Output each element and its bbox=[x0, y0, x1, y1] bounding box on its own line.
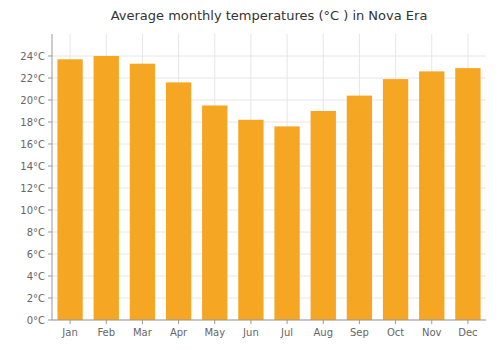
y-tick-label: 20°C bbox=[20, 95, 45, 106]
y-tick-label: 16°C bbox=[20, 139, 45, 150]
x-axis-line bbox=[52, 320, 486, 321]
y-tick bbox=[48, 56, 52, 57]
bar bbox=[238, 120, 263, 320]
bar bbox=[202, 106, 227, 321]
x-tick bbox=[214, 320, 215, 324]
x-tick bbox=[106, 320, 107, 324]
bar bbox=[94, 56, 119, 320]
y-tick-label: 0°C bbox=[27, 315, 45, 326]
bar bbox=[274, 126, 299, 320]
bar bbox=[455, 68, 480, 320]
x-tick-label: Feb bbox=[97, 327, 115, 338]
x-tick-label: Jul bbox=[280, 327, 293, 338]
y-tick bbox=[48, 78, 52, 79]
y-tick-label: 4°C bbox=[27, 271, 45, 282]
x-tick bbox=[178, 320, 179, 324]
bar bbox=[166, 82, 191, 320]
x-tick-label: Apr bbox=[170, 327, 188, 338]
x-tick-label: Jun bbox=[242, 327, 259, 338]
bar bbox=[419, 71, 444, 320]
y-tick-label: 22°C bbox=[20, 73, 45, 84]
x-tick-label: Oct bbox=[387, 327, 404, 338]
x-tick-label: Aug bbox=[313, 327, 333, 338]
y-tick-label: 24°C bbox=[20, 51, 45, 62]
y-tick bbox=[48, 276, 52, 277]
y-tick bbox=[48, 100, 52, 101]
grid bbox=[52, 34, 486, 320]
x-tick-label: Sep bbox=[350, 327, 369, 338]
y-tick bbox=[48, 188, 52, 189]
y-tick bbox=[48, 232, 52, 233]
bar bbox=[130, 64, 155, 320]
bar bbox=[347, 96, 372, 320]
y-tick bbox=[48, 144, 52, 145]
x-tick bbox=[467, 320, 468, 324]
bar bbox=[311, 111, 336, 320]
x-tick bbox=[431, 320, 432, 324]
x-tick bbox=[359, 320, 360, 324]
x-tick bbox=[70, 320, 71, 324]
y-tick bbox=[48, 166, 52, 167]
x-tick bbox=[287, 320, 288, 324]
x-tick bbox=[395, 320, 396, 324]
axes: 0°C 2°C 4°C 6°C 8°C 10°C 12°C 14°C 16°C 18°C 20°C 2… bbox=[20, 34, 486, 338]
y-tick-label: 2°C bbox=[27, 293, 45, 304]
x-tick-label: Jan bbox=[61, 327, 77, 338]
x-tick bbox=[250, 320, 251, 324]
y-tick bbox=[48, 210, 52, 211]
y-tick bbox=[48, 122, 52, 123]
x-tick-label: Dec bbox=[458, 327, 477, 338]
y-tick bbox=[48, 254, 52, 255]
x-tick-label: May bbox=[204, 327, 225, 338]
y-tick-label: 6°C bbox=[27, 249, 45, 260]
title: Average monthly temperatures (°C ) in No… bbox=[111, 8, 428, 23]
x-tick-label: Mar bbox=[133, 327, 153, 338]
bar bbox=[383, 79, 408, 320]
y-tick-label: 14°C bbox=[20, 161, 45, 172]
y-tick-label: 8°C bbox=[27, 227, 45, 238]
y-tick bbox=[48, 320, 52, 321]
x-tick-label: Nov bbox=[422, 327, 442, 338]
chart: Average monthly temperatures (°C ) in No… bbox=[0, 0, 500, 350]
y-tick-label: 10°C bbox=[20, 205, 45, 216]
x-tick bbox=[323, 320, 324, 324]
y-axis-line bbox=[52, 34, 53, 320]
x-tick bbox=[142, 320, 143, 324]
bar bbox=[57, 59, 82, 320]
y-tick-label: 12°C bbox=[20, 183, 45, 194]
grid-line bbox=[52, 320, 486, 321]
bars bbox=[57, 56, 480, 320]
y-tick bbox=[48, 298, 52, 299]
y-tick-label: 18°C bbox=[20, 117, 45, 128]
